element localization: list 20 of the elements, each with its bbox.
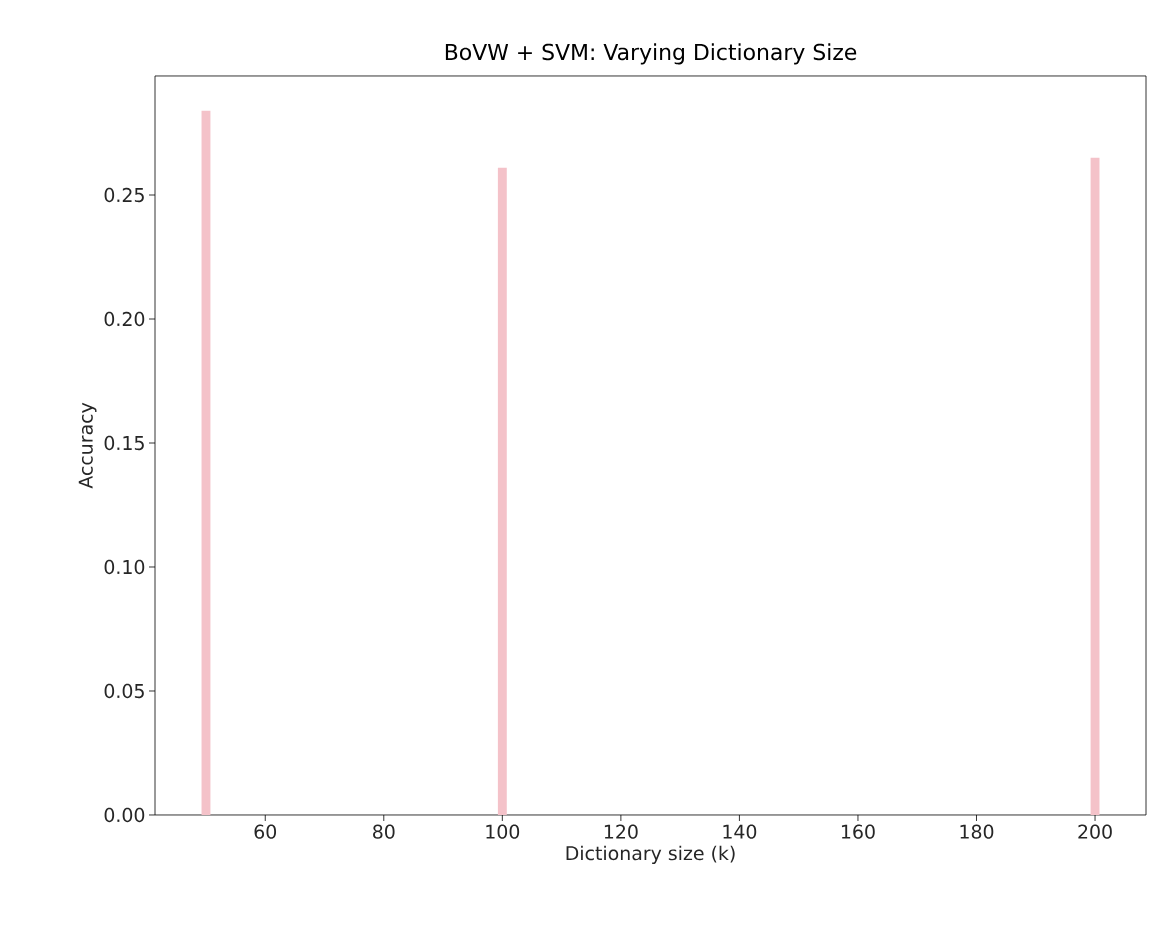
y-tick-label: 0.25	[104, 187, 144, 203]
x-tick-label: 160	[841, 824, 875, 839]
y-axis-title: Accuracy	[78, 402, 97, 489]
chart-title: BoVW + SVM: Varying Dictionary Size	[445, 43, 857, 65]
bar	[497, 167, 507, 815]
x-tick-label: 140	[723, 824, 757, 839]
x-tick-label: 120	[604, 824, 638, 839]
y-tick-label: 0.10	[104, 559, 145, 575]
x-tick-label: 200	[1078, 824, 1112, 839]
x-axis-title: Dictionary size (k)	[566, 845, 735, 864]
x-tick-label: 80	[373, 824, 395, 839]
y-tick-label: 0.15	[104, 435, 144, 451]
x-tick-label: 100	[486, 824, 520, 839]
bar	[1090, 157, 1100, 815]
y-tick-label: 0.05	[104, 683, 144, 699]
y-tick-label: 0.00	[104, 807, 145, 823]
bar	[201, 110, 211, 815]
x-tick-label: 180	[960, 824, 994, 839]
x-tick-label: 60	[254, 824, 277, 839]
y-tick-label: 0.20	[104, 311, 145, 327]
